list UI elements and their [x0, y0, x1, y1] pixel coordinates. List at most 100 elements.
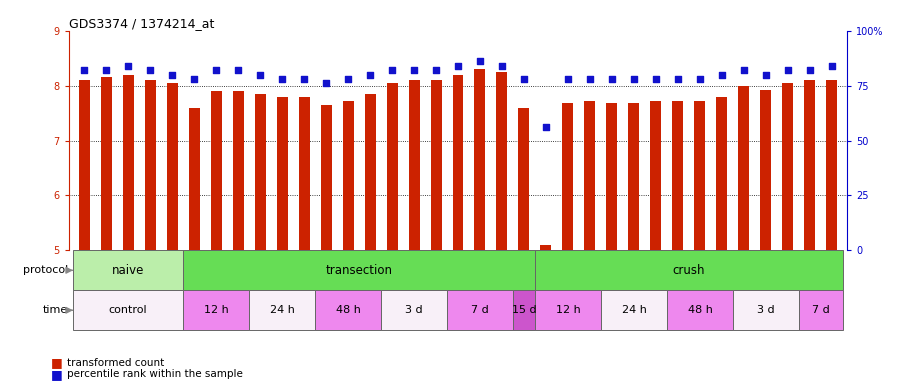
- Point: [473, 58, 487, 65]
- Text: GSM251018: GSM251018: [519, 251, 529, 297]
- Point: [561, 76, 575, 82]
- Text: 3 d: 3 d: [758, 305, 775, 315]
- Point: [77, 67, 92, 73]
- Text: GSM251014: GSM251014: [431, 251, 441, 297]
- Text: GSM251009: GSM251009: [322, 251, 331, 297]
- Text: GSM251003: GSM251003: [190, 251, 199, 297]
- Point: [187, 76, 202, 82]
- Point: [692, 76, 707, 82]
- Text: 15 d: 15 d: [512, 305, 536, 315]
- Bar: [277, 97, 288, 250]
- Bar: [601, 290, 667, 330]
- Text: GSM251012: GSM251012: [387, 251, 397, 297]
- Text: GSM251024: GSM251024: [651, 251, 660, 297]
- Text: transformed count: transformed count: [67, 358, 164, 368]
- Bar: [540, 245, 551, 250]
- Text: GSM251032: GSM251032: [827, 251, 836, 297]
- Bar: [79, 80, 90, 250]
- Text: time: time: [43, 305, 69, 315]
- Point: [714, 71, 729, 78]
- Bar: [73, 290, 183, 330]
- Bar: [799, 290, 843, 330]
- Text: 24 h: 24 h: [269, 305, 294, 315]
- Point: [824, 63, 839, 69]
- Text: 48 h: 48 h: [335, 305, 361, 315]
- Bar: [233, 91, 244, 250]
- Bar: [733, 290, 799, 330]
- Bar: [513, 290, 535, 330]
- Point: [275, 76, 289, 82]
- Bar: [255, 94, 266, 250]
- Point: [605, 76, 619, 82]
- Text: GSM251000: GSM251000: [124, 251, 133, 297]
- Bar: [249, 290, 315, 330]
- Point: [802, 67, 817, 73]
- Text: GSM251017: GSM251017: [497, 251, 507, 297]
- Bar: [518, 108, 529, 250]
- Text: GSM251010: GSM251010: [344, 251, 353, 297]
- Point: [297, 76, 311, 82]
- Bar: [782, 83, 793, 250]
- Bar: [716, 97, 727, 250]
- Bar: [606, 103, 617, 250]
- Text: 7 d: 7 d: [812, 305, 830, 315]
- Text: GSM250999: GSM250999: [102, 251, 111, 297]
- Point: [495, 63, 509, 69]
- Bar: [447, 290, 513, 330]
- Point: [231, 67, 245, 73]
- Text: GSM251019: GSM251019: [541, 251, 551, 297]
- Text: 7 d: 7 d: [471, 305, 489, 315]
- Text: ■: ■: [50, 356, 62, 369]
- Bar: [667, 290, 733, 330]
- Bar: [183, 290, 249, 330]
- Bar: [365, 94, 376, 250]
- Bar: [628, 103, 639, 250]
- Point: [253, 71, 267, 78]
- Text: 3 d: 3 d: [405, 305, 423, 315]
- Text: GSM251004: GSM251004: [212, 251, 221, 297]
- Text: 24 h: 24 h: [622, 305, 647, 315]
- Point: [736, 67, 751, 73]
- Bar: [694, 101, 705, 250]
- Text: GSM251020: GSM251020: [563, 251, 572, 297]
- Text: GSM251008: GSM251008: [300, 251, 309, 297]
- Text: crush: crush: [672, 264, 705, 277]
- Text: GSM250998: GSM250998: [80, 251, 89, 297]
- Bar: [826, 80, 837, 250]
- Bar: [453, 74, 463, 250]
- Text: GSM251015: GSM251015: [453, 251, 463, 297]
- Bar: [387, 83, 398, 250]
- Text: 48 h: 48 h: [688, 305, 713, 315]
- Point: [429, 67, 443, 73]
- Text: GDS3374 / 1374214_at: GDS3374 / 1374214_at: [69, 17, 214, 30]
- Bar: [562, 103, 573, 250]
- Text: GSM251023: GSM251023: [629, 251, 638, 297]
- Point: [517, 76, 531, 82]
- Text: GSM251025: GSM251025: [673, 251, 682, 297]
- Text: ■: ■: [50, 368, 62, 381]
- Text: GSM251026: GSM251026: [695, 251, 704, 297]
- Text: GSM251027: GSM251027: [717, 251, 726, 297]
- Text: GSM251031: GSM251031: [805, 251, 814, 297]
- Bar: [535, 290, 601, 330]
- Text: GSM251013: GSM251013: [409, 251, 419, 297]
- Bar: [145, 80, 156, 250]
- Bar: [474, 69, 485, 250]
- Text: 12 h: 12 h: [203, 305, 228, 315]
- Bar: [299, 97, 310, 250]
- Point: [165, 71, 180, 78]
- Text: GSM251030: GSM251030: [783, 251, 792, 297]
- Point: [121, 63, 136, 69]
- Bar: [804, 80, 815, 250]
- Text: GSM251006: GSM251006: [256, 251, 265, 297]
- Point: [539, 124, 553, 131]
- Text: GSM251021: GSM251021: [585, 251, 594, 297]
- Bar: [650, 101, 661, 250]
- Point: [780, 67, 795, 73]
- Text: protocol: protocol: [23, 265, 69, 275]
- Point: [649, 76, 663, 82]
- Text: GSM251007: GSM251007: [278, 251, 287, 297]
- Text: GSM251029: GSM251029: [761, 251, 770, 297]
- Point: [758, 71, 773, 78]
- Text: transection: transection: [325, 264, 393, 277]
